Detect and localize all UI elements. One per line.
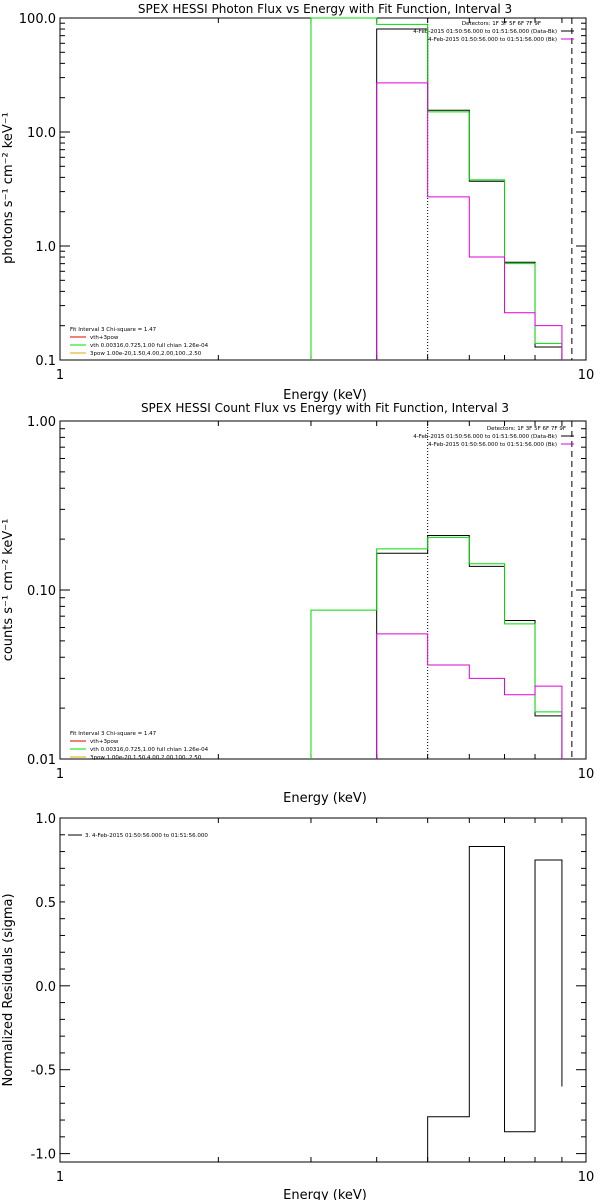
x-tick-label: 1 [56, 767, 64, 782]
photon-flux-ylabel: photons s⁻¹ cm⁻² keV⁻¹ [1, 112, 16, 264]
count-flux-ylabel: counts s⁻¹ cm⁻² keV⁻¹ [1, 519, 16, 662]
series-step-line [376, 535, 563, 759]
y-tick-label: 100.0 [19, 12, 56, 27]
count-flux-xlabel: Energy (keV) [283, 791, 367, 806]
count-fit-line-2: vth 0.00316,0.725,1.00 full chian 1.26e-… [90, 747, 209, 753]
x-tick-label: 10 [578, 1170, 595, 1185]
y-tick-label: 0.5 [35, 896, 56, 911]
x-tick-label: 10 [578, 767, 595, 782]
photon-legend-bk: 4-Feb-2015 01:50:56.000 to 01:51:56.000 … [428, 37, 557, 43]
plot-frame [59, 420, 587, 760]
photon-legend-data-bk: 4-Feb-2015 01:50:56.000 to 01:51:56.000 … [413, 29, 557, 35]
y-tick-label: 0.10 [27, 584, 56, 599]
y-tick-label: 1.0 [35, 812, 56, 827]
photon-flux-panel: SPEX HESSI Photon Flux vs Energy with Fi… [1, 2, 594, 403]
series-step-line [310, 17, 563, 360]
photon-fit-header: Fit Interval 3 Chi-square = 1.47 [70, 327, 157, 333]
x-tick-label: 10 [578, 368, 595, 383]
photon-flux-xlabel: Energy (keV) [283, 388, 367, 403]
y-tick-label: 0.1 [35, 354, 56, 369]
y-tick-label: 0.01 [27, 753, 56, 768]
photon-fit-line-1: vth+3pow [90, 335, 119, 341]
y-tick-label: -1.0 [31, 1148, 56, 1163]
count-fit-header: Fit Interval 3 Chi-square = 1.47 [70, 731, 157, 737]
x-tick-label: 1 [56, 368, 64, 383]
count-legend-bk: 4-Feb-2015 01:50:56.000 to 01:51:56.000 … [428, 442, 557, 448]
count-legend-data-bk: 4-Feb-2015 01:50:56.000 to 01:51:56.000 … [413, 434, 557, 440]
plot-frame [59, 817, 587, 1163]
residuals-xlabel: Energy (keV) [283, 1188, 367, 1200]
count-flux-title: SPEX HESSI Count Flux vs Energy with Fit… [141, 401, 509, 415]
count-legend-header: Detectors: 1F 3F 5F 6F 7F 9F [487, 426, 566, 432]
y-tick-label: 1.00 [27, 415, 56, 430]
residuals-panel: Energy (keV) Normalized Residuals (sigma… [1, 812, 594, 1200]
series-step-line [376, 633, 563, 759]
photon-legend-header: Detectors: 1F 3F 5F 6F 7F 9F [462, 21, 541, 27]
count-fit-line-1: vth+3pow [90, 739, 119, 745]
series-step-line [427, 846, 563, 1162]
residuals-series-label: 3. 4-Feb-2015 01:50:56.000 to 01:51:56.0… [85, 833, 208, 839]
series-step-line [376, 28, 563, 360]
photon-fit-line-2: vth 0.00316,0.725,1.00 full chian 1.26e-… [90, 343, 209, 349]
y-tick-label: -0.5 [31, 1064, 56, 1079]
photon-fit-line-3: 3pow 1.00e-20,1.50,4.00,2.00,100.,2.50 [90, 351, 202, 357]
photon-flux-title: SPEX HESSI Photon Flux vs Energy with Fi… [138, 2, 512, 16]
count-flux-panel: SPEX HESSI Count Flux vs Energy with Fit… [1, 401, 594, 806]
residuals-ylabel: Normalized Residuals (sigma) [1, 893, 16, 1086]
x-tick-label: 1 [56, 1170, 64, 1185]
series-step-line [310, 536, 563, 759]
count-fit-line-3: 3pow 1.00e-20,1.50,4.00,2.00,100.,2.50 [90, 755, 202, 761]
series-step-line [376, 82, 563, 360]
y-tick-label: 1.0 [35, 240, 56, 255]
y-tick-label: 10.0 [27, 126, 56, 141]
plot-frame [59, 17, 587, 361]
y-tick-label: 0.0 [35, 980, 56, 995]
